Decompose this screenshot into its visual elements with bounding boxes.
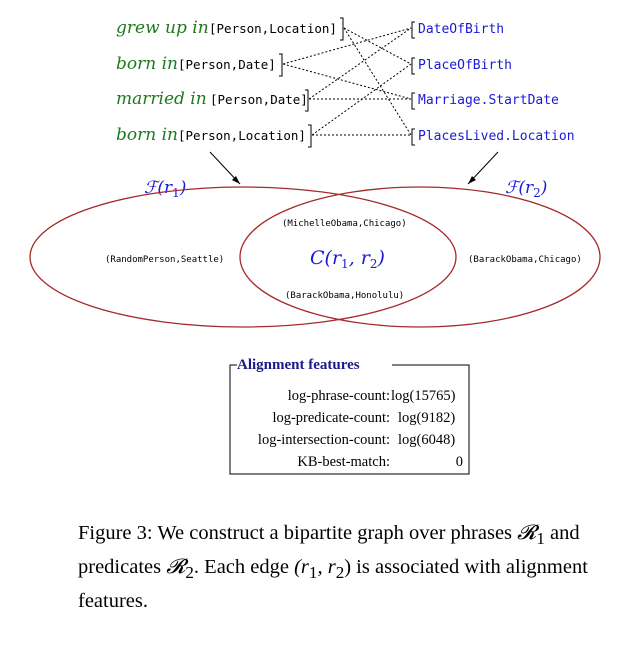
caption-text-2: and predicates [78, 522, 580, 579]
caption-symbol-R1: 𝓡 [517, 522, 537, 544]
set-label-left: ℱ(r1) [144, 178, 186, 200]
left-only-pair: (RandomPerson,Seattle) [105, 255, 224, 265]
phrase-nodes: grew up in [Person,Location] born in [Pe… [116, 18, 337, 145]
caption-edge-mid: , r [317, 556, 336, 579]
predicate-2: Marriage.StartDate [418, 93, 559, 108]
caption-text-3: . Each edge [193, 556, 295, 579]
caption-edge-open: (r [294, 556, 309, 579]
figure-caption: Figure 3: We construct a bipartite graph… [78, 519, 626, 615]
phrase-1-args: [Person,Date] [178, 57, 276, 72]
intersection-label: C(r1, r2) [310, 247, 385, 271]
bipartite-edges [282, 27, 412, 136]
set-arrows [209, 151, 499, 185]
feature-1-value: log(9182) [398, 410, 455, 426]
caption-symbol-R2: 𝓡 [166, 556, 186, 579]
set-label-right: ℱ(r2) [505, 178, 547, 200]
feature-2-value: log(6048) [398, 432, 455, 448]
phrase-2-args: [Person,Date] [210, 92, 308, 107]
set-ellipse-right [239, 186, 601, 328]
caption-text-4: ) is associated with alignment features. [78, 556, 588, 613]
predicate-0: DateOfBirth [418, 22, 504, 37]
phrase-0-args: [Person,Location] [209, 21, 337, 36]
feature-0-name: log-phrase-count: [288, 388, 390, 404]
bipartite-figure: grew up in [Person,Location] born in [Pe… [29, 17, 601, 475]
feature-0-value: log(15765) [391, 388, 456, 404]
feature-2-name: log-intersection-count: [258, 432, 390, 448]
phrase-1-relation: born in [116, 54, 178, 74]
caption-edge-sub-1: 1 [308, 563, 318, 583]
arrowhead-left [232, 176, 240, 184]
phrase-3-relation: born in [116, 125, 178, 145]
arrowhead-right [468, 176, 476, 184]
edge-2-0 [308, 27, 412, 100]
intersection-pair-top: (MichelleObama,Chicago) [282, 219, 407, 229]
caption-text-1: Figure 3: We construct a bipartite graph… [78, 522, 518, 544]
predicate-nodes: DateOfBirth PlaceOfBirth Marriage.StartD… [418, 22, 575, 144]
feature-3-name: KB-best-match: [297, 454, 390, 470]
caption-edge-sub-2: 2 [335, 563, 345, 583]
caption-sub-2: 2 [185, 563, 194, 583]
caption-sub-1: 1 [536, 529, 545, 549]
predicate-1: PlaceOfBirth [418, 58, 512, 73]
phrase-2-relation: married in [116, 89, 207, 109]
edge-0-1 [343, 27, 412, 65]
phrase-0-relation: grew up in [116, 18, 209, 38]
right-only-pair: (BarackObama,Chicago) [468, 255, 582, 265]
feature-3-value: 0 [456, 454, 463, 470]
phrase-3-args: [Person,Location] [178, 128, 306, 143]
edge-3-1 [311, 63, 412, 136]
alignment-features-title: Alignment features [237, 357, 360, 373]
feature-1-name: log-predicate-count: [272, 410, 390, 426]
node-brackets [279, 17, 415, 148]
predicate-3: PlacesLived.Location [418, 129, 575, 144]
edge-0-3 [343, 27, 412, 136]
set-ellipse-left [29, 186, 457, 328]
alignment-features-box: Alignment features log-phrase-count: log… [229, 357, 470, 475]
intersection-pair-bottom: (BarackObama,Honolulu) [285, 291, 404, 301]
